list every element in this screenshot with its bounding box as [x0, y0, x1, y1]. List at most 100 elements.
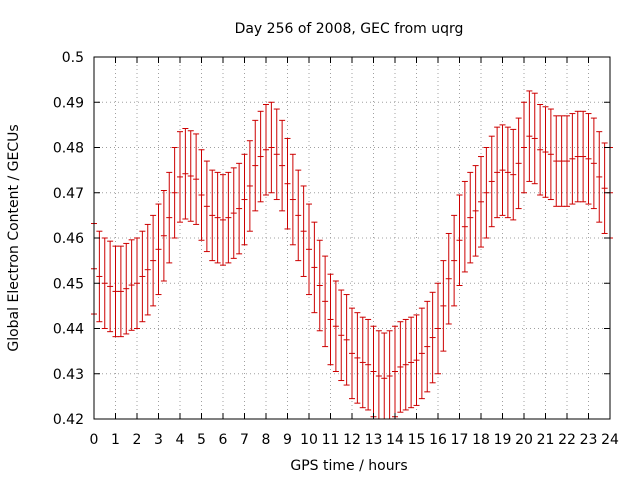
x-tick-label: 12	[343, 432, 361, 448]
error-bar	[144, 223, 151, 316]
x-tick-label: 14	[386, 432, 404, 448]
y-tick-label: 0.46	[53, 231, 84, 247]
error-bar	[284, 137, 291, 230]
error-bar	[241, 153, 248, 246]
error-bar	[338, 289, 345, 382]
y-tick-label: 0.48	[53, 141, 84, 157]
y-tick-label: 0.45	[53, 276, 84, 292]
x-tick-label: 1	[111, 432, 120, 448]
y-tick-label: 0.44	[53, 322, 84, 338]
x-tick-label: 10	[300, 432, 318, 448]
error-bar	[547, 108, 554, 201]
x-tick-label: 18	[472, 432, 490, 448]
error-bar	[467, 171, 474, 264]
error-bar	[209, 169, 216, 262]
x-tick-label: 22	[558, 432, 576, 448]
error-bar	[553, 115, 560, 207]
error-bar	[343, 294, 350, 386]
x-tick-label: 24	[601, 432, 619, 448]
error-bar	[558, 115, 565, 207]
error-bar	[440, 260, 447, 352]
error-bar	[203, 160, 210, 253]
error-bar	[585, 113, 592, 205]
y-tick-label: 0.42	[53, 412, 84, 428]
y-tick-label: 0.43	[53, 367, 84, 383]
error-bar	[252, 119, 259, 212]
error-bar	[230, 167, 237, 259]
error-bar	[542, 106, 549, 198]
error-bar	[386, 330, 393, 420]
x-tick-label: 15	[408, 432, 426, 448]
error-bar	[300, 185, 307, 277]
error-bar	[193, 133, 200, 225]
error-bar	[537, 104, 544, 196]
x-tick-label: 2	[133, 432, 142, 448]
error-bar	[263, 104, 269, 196]
x-axis-label: GPS time / hours	[290, 458, 407, 474]
error-bar	[279, 119, 286, 212]
error-bar	[521, 101, 527, 194]
y-tick-label: 0.5	[62, 50, 84, 66]
error-bar	[456, 194, 463, 287]
error-bar	[451, 214, 458, 307]
x-tick-label: 13	[365, 432, 383, 448]
x-tick-label: 5	[197, 432, 206, 448]
x-tick-label: 19	[494, 432, 512, 448]
error-bar	[483, 147, 490, 239]
error-bar	[112, 245, 119, 338]
error-bar	[177, 131, 183, 223]
x-tick-label: 9	[283, 432, 292, 448]
error-bar	[214, 171, 221, 264]
error-bar	[418, 307, 425, 400]
error-bar	[327, 273, 334, 366]
error-bar	[134, 237, 140, 329]
error-bar	[96, 230, 103, 323]
x-tick-label: 21	[537, 432, 555, 448]
error-bar	[526, 90, 533, 182]
error-bar	[306, 203, 312, 296]
error-bar	[596, 131, 603, 223]
error-bar	[424, 300, 431, 393]
error-bar	[273, 108, 280, 201]
x-tick-label: 3	[154, 432, 163, 448]
error-bar	[478, 156, 484, 248]
error-bar	[365, 318, 372, 411]
error-bar	[402, 318, 409, 411]
error-bar	[461, 180, 468, 273]
error-bar	[257, 110, 264, 203]
error-bar	[123, 242, 130, 335]
x-tick-label: 4	[176, 432, 185, 448]
error-bar	[166, 171, 173, 264]
error-bars	[91, 90, 613, 420]
error-bar	[531, 92, 538, 185]
x-tick-label: 23	[580, 432, 598, 448]
x-tick-label: 6	[219, 432, 228, 448]
error-bar	[187, 130, 194, 222]
error-bar	[220, 174, 226, 266]
error-bar	[397, 321, 404, 413]
y-tick-label: 0.47	[53, 186, 84, 202]
error-bar	[316, 239, 323, 332]
error-bar	[392, 325, 398, 418]
error-bar	[429, 291, 436, 384]
error-bar	[289, 153, 296, 246]
error-bar	[349, 307, 355, 400]
y-tick-label: 0.49	[53, 95, 84, 111]
error-bar	[107, 240, 114, 333]
error-bar	[155, 203, 162, 296]
error-bar	[128, 239, 135, 331]
chart-title: Day 256 of 2008, GEC from uqrg	[235, 21, 464, 37]
x-axis-ticks: 0 1 2 3 4 5 6 7 8 9 10 11 12 13 14 15 16 17 18 19 20 21 22 23 24	[90, 57, 619, 448]
x-tick-label: 16	[429, 432, 447, 448]
error-bar	[488, 135, 495, 228]
error-bar	[472, 165, 479, 257]
error-bar	[375, 330, 382, 420]
error-bar	[515, 117, 522, 210]
y-axis-label: Global Electron Content / GECUs	[6, 124, 22, 351]
error-bar	[246, 140, 253, 232]
error-bar	[499, 124, 506, 216]
error-bar	[354, 312, 361, 404]
error-bar	[564, 115, 570, 207]
error-bar	[139, 230, 146, 323]
